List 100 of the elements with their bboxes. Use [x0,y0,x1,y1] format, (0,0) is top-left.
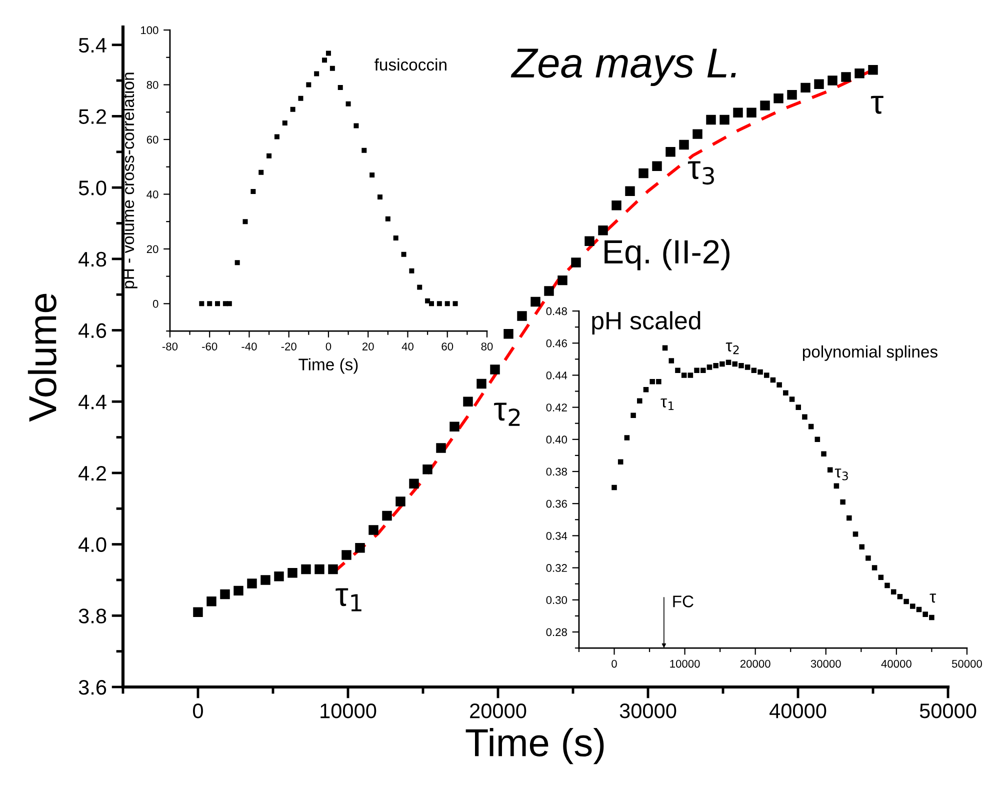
y-tick-label: 0.42 [546,404,567,412]
annotation: FC [673,596,694,608]
point [744,364,750,370]
point [638,168,648,178]
x-axis-title: Time (s) [466,728,604,764]
y-tick-label: 0.28 [546,628,567,636]
point [827,467,833,473]
annotation: τ [930,594,936,603]
x-tick-label: 20000 [740,660,770,668]
point [242,219,248,224]
point [368,525,378,535]
point [904,598,909,604]
point [409,478,419,489]
point [206,596,216,606]
point [544,286,554,296]
point [764,372,770,378]
point [868,64,878,75]
y-tick-label: 0.30 [546,596,568,604]
point [393,235,398,240]
point [866,556,871,561]
point [666,147,676,157]
x-axis-title: Time (s) [298,358,358,374]
y-tick-label: 3.8 [78,608,106,624]
y-tick-label: 5.2 [78,109,106,124]
point [700,368,706,374]
y-tick-label: 5.0 [78,180,106,196]
point [758,369,763,375]
point [355,543,365,553]
point [314,564,324,574]
y-tick-label: 0.40 [546,436,568,444]
point [504,328,514,339]
point [706,114,716,125]
point [314,71,320,76]
point [789,396,795,402]
point [612,484,617,490]
y-tick-label: 4.2 [78,466,106,481]
point [298,96,304,101]
point [751,368,757,374]
point [841,72,851,82]
point [429,301,434,306]
point [656,378,662,384]
y-tick-label: 4.4 [78,394,106,410]
point [732,361,738,367]
point [834,483,840,489]
x-tick-label: 50000 [952,660,982,668]
point [258,170,264,175]
y-tick-label: 4.0 [78,537,106,552]
y-tick-label: 20 [146,245,158,254]
point [476,378,486,389]
y-tick-label: 0.44 [546,371,568,380]
y-tick-label: 4.8 [78,252,106,267]
point [884,582,890,588]
point [859,544,864,550]
y-tick-label: 0 [152,300,158,308]
point [266,153,272,158]
point [783,390,788,396]
x-tick-label: 30000 [620,704,676,718]
point [274,572,284,582]
point [814,436,820,442]
point [625,186,635,196]
point [814,79,824,89]
point [452,301,458,306]
y-tick-label: 100 [141,26,158,34]
y-axis-title: Volume [28,294,56,422]
point [330,66,335,71]
point [215,301,220,306]
point [571,258,581,268]
point [852,531,858,537]
x-tick-label: 60 [442,342,454,350]
y-tick-label: 40 [146,190,158,198]
y-tick-label: 0.36 [546,500,567,508]
annotation: τ$_{3}$ [688,161,714,185]
x-tick-label: -60 [202,342,218,350]
annotation: pH scaled [592,311,700,334]
point [668,358,674,364]
point [679,140,689,150]
annotation: τ$_{2}$ [726,342,739,354]
point [463,396,473,406]
x-tick-label: 40000 [770,704,826,718]
point [706,364,712,370]
point [922,612,928,617]
x-tick-label: 40 [402,342,414,350]
point [207,301,212,306]
point [417,284,422,290]
x-tick-label: 10000 [320,704,376,718]
point [260,575,270,585]
point [220,589,230,600]
point [846,515,852,521]
point [436,301,442,306]
point [274,134,280,140]
point [444,301,450,306]
point [612,200,622,210]
y-tick-label: 0.38 [546,468,567,476]
point [637,398,642,404]
annotation: polynomial splines [802,345,938,361]
point [787,90,797,100]
point [872,565,878,570]
point [290,106,296,112]
point [530,296,540,307]
point [490,364,500,374]
